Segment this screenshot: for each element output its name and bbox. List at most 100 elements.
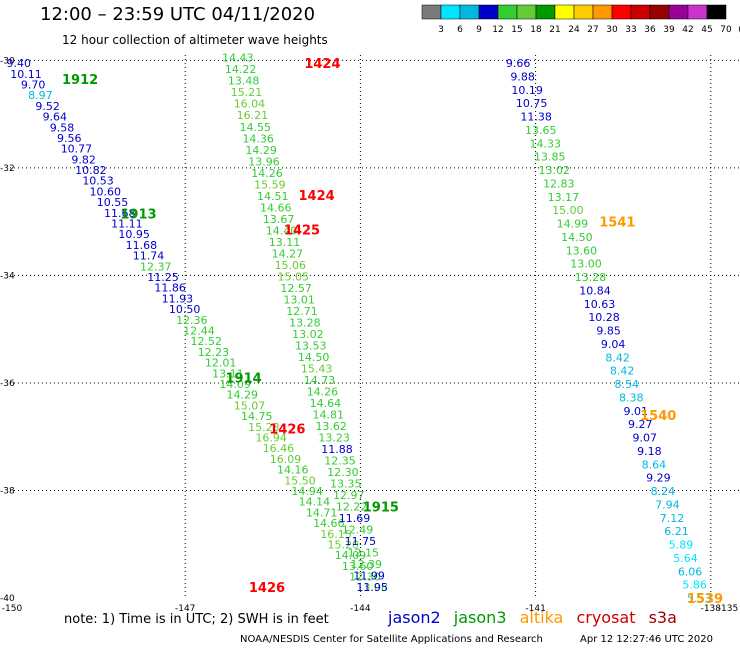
wave-height-value: 13.02 bbox=[292, 328, 324, 341]
wave-height-value: 8.64 bbox=[642, 458, 667, 471]
wave-height-value: 14.26 bbox=[251, 167, 283, 180]
wave-height-value: 14.50 bbox=[561, 231, 593, 244]
wave-height-value: 13.17 bbox=[548, 191, 580, 204]
colorbar-label: 12 bbox=[492, 25, 503, 35]
wave-height-value: 5.64 bbox=[673, 552, 698, 565]
wave-height-value: 15.05 bbox=[277, 270, 309, 283]
colorbar-swatch bbox=[706, 4, 727, 20]
wave-height-value: 14.27 bbox=[272, 247, 304, 260]
y-tick-label: -34 bbox=[0, 271, 15, 281]
wave-height-value: 13.60 bbox=[342, 560, 374, 573]
wave-height-value: 13.53 bbox=[295, 339, 327, 352]
wave-height-value: 11.38 bbox=[520, 111, 552, 124]
wave-height-value: 9.18 bbox=[637, 445, 662, 458]
wave-height-value: 10.11 bbox=[10, 68, 42, 81]
colorbar-label: 30 bbox=[606, 25, 618, 35]
wave-height-value: 12.57 bbox=[280, 282, 312, 295]
wave-height-value: 15.43 bbox=[301, 363, 333, 376]
wave-height-value: 12.39 bbox=[350, 558, 382, 571]
wave-height-value: 9.52 bbox=[35, 100, 60, 113]
wave-height-value: 13.08 bbox=[356, 581, 388, 594]
wave-height-value: 13.62 bbox=[315, 420, 347, 433]
wave-height-value: 9.56 bbox=[57, 132, 82, 145]
wave-height-value: 10.53 bbox=[82, 175, 114, 188]
wave-height-value: 14.36 bbox=[242, 132, 274, 145]
wave-height-value: 11.69 bbox=[339, 512, 371, 525]
wave-height-value: 16.94 bbox=[255, 431, 287, 444]
wave-height-value: 12.37 bbox=[140, 260, 172, 273]
grid bbox=[10, 55, 740, 598]
wave-height-value: 14.50 bbox=[298, 351, 330, 364]
wave-height-value: 8.42 bbox=[610, 365, 635, 378]
wave-height-value: 9.01 bbox=[624, 405, 649, 418]
wave-height-value: 13.00 bbox=[570, 258, 602, 271]
wave-height-value: 14.16 bbox=[277, 464, 309, 477]
wave-height-value: 13.65 bbox=[525, 124, 557, 137]
wave-height-value: 15.23 bbox=[248, 421, 280, 434]
colorbar-swatch bbox=[535, 4, 556, 20]
colorbar-swatch bbox=[611, 4, 632, 20]
wave-height-value: 9.27 bbox=[628, 418, 653, 431]
generated-timestamp: Apr 12 12:27:46 UTC 2020 bbox=[580, 634, 713, 645]
legend-cryosat: cryosat bbox=[576, 608, 636, 627]
pass-time-label: 1426 bbox=[249, 581, 285, 596]
wave-height-value: 9.66 bbox=[506, 57, 531, 70]
colorbar-label: 36 bbox=[644, 25, 656, 35]
wave-height-value: 9.29 bbox=[646, 472, 671, 485]
wave-height-value: 10.55 bbox=[97, 196, 129, 209]
colorbar-swatch bbox=[516, 4, 537, 20]
wave-height-value: 10.60 bbox=[90, 185, 122, 198]
wave-height-value: 11.74 bbox=[133, 250, 165, 263]
wave-height-value: 14.75 bbox=[241, 410, 273, 423]
wave-height-value: 9.88 bbox=[510, 70, 535, 83]
pass-time-label: 1424 bbox=[299, 189, 335, 204]
wave-height-value: 13.02 bbox=[539, 164, 571, 177]
wave-height-value: 5.86 bbox=[682, 579, 707, 592]
colorbar-swatch bbox=[440, 4, 461, 20]
pass-time-label: 1541 bbox=[599, 216, 635, 231]
wave-height-value: 9.70 bbox=[21, 78, 46, 91]
wave-height-value: 11.68 bbox=[104, 207, 136, 220]
wave-height-value: 12.52 bbox=[190, 335, 222, 348]
track-altika: 9.669.8810.1910.7511.3813.6514.3313.8513… bbox=[506, 57, 712, 605]
pass-time-label: 1426 bbox=[269, 423, 305, 438]
wave-height-value: 9.85 bbox=[596, 325, 621, 338]
colorbar-swatch bbox=[421, 4, 442, 20]
x-tick-label: -147 bbox=[175, 604, 195, 614]
wave-height-tracks: 9.4010.119.708.979.529.649.589.5610.779.… bbox=[7, 52, 712, 605]
wave-height-value: 12.97 bbox=[333, 489, 365, 502]
wave-height-value: 12.01 bbox=[205, 357, 237, 370]
legend-jason2: jason2 bbox=[388, 608, 441, 627]
wave-height-value: 14.99 bbox=[557, 218, 589, 231]
wave-height-value: 12.30 bbox=[327, 466, 359, 479]
wave-height-value: 12.30 bbox=[349, 571, 381, 584]
wave-height-value: 6.21 bbox=[664, 525, 689, 538]
wave-height-value: 12.49 bbox=[342, 524, 374, 537]
wave-height-value: 8.38 bbox=[619, 391, 644, 404]
y-tick-label: -40 bbox=[0, 594, 15, 604]
wave-height-value: 14.26 bbox=[307, 386, 339, 399]
wave-height-value: 14.29 bbox=[227, 389, 259, 402]
wave-height-value: 13.96 bbox=[248, 155, 280, 168]
wave-height-value: 12.35 bbox=[324, 455, 356, 468]
colorbar-swatch bbox=[630, 4, 651, 20]
colorbar-swatch bbox=[478, 4, 499, 20]
wave-height-value: 13.23 bbox=[318, 432, 350, 445]
legend-jason3: jason3 bbox=[453, 608, 507, 627]
pass-time-labels: 1912 1913 1914 1915 1424 1424 1425 1426 1426 1541… bbox=[62, 57, 723, 607]
colorbar-swatch bbox=[497, 4, 518, 20]
wave-height-value: 16.15 bbox=[320, 528, 352, 541]
wave-height-value: 11.99 bbox=[353, 570, 385, 583]
wave-height-value: 16.09 bbox=[270, 453, 302, 466]
wave-height-value: 11.93 bbox=[162, 292, 194, 305]
wave-height-value: 13.28 bbox=[289, 316, 321, 329]
wave-height-value: 14.51 bbox=[257, 190, 289, 203]
colorbar-label: 70 bbox=[720, 25, 732, 35]
wave-height-value: 10.95 bbox=[118, 228, 150, 241]
colorbar-label: (ft) bbox=[738, 25, 740, 35]
wave-height-value: 15.50 bbox=[284, 474, 316, 487]
wave-height-value: 13.35 bbox=[330, 478, 362, 491]
pass-time-label: 1540 bbox=[640, 409, 676, 424]
wave-height-value: 12.36 bbox=[176, 314, 208, 327]
